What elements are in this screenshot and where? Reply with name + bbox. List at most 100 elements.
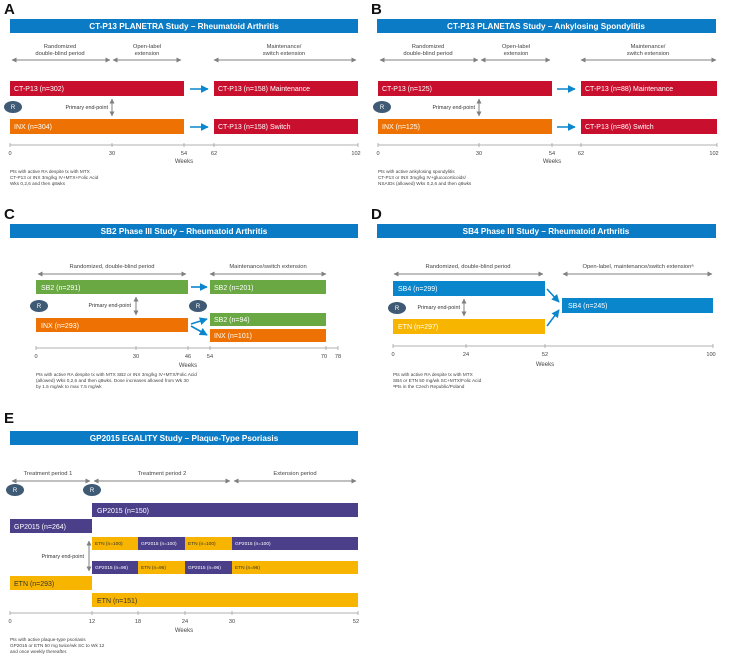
- tick-label: 12: [89, 619, 95, 625]
- treatment-bar: [92, 593, 358, 607]
- bar-label: ETN (n=151): [97, 598, 137, 605]
- marker-label: R: [196, 304, 201, 310]
- treatment-bar: [214, 119, 358, 134]
- treatment-bar: [185, 561, 232, 574]
- period-label: Treatment period 1: [24, 471, 73, 477]
- treatment-bar: [10, 576, 92, 590]
- bar-label: INX (n=101): [214, 333, 252, 340]
- title-banner: [377, 224, 716, 238]
- bar-label: ETN (n=100): [188, 541, 216, 547]
- title-banner: [10, 431, 358, 445]
- tick-label: 52: [542, 352, 548, 358]
- panel-title: CT-P13 PLANETAS Study – Ankylosing Spond…: [447, 22, 645, 31]
- bar-label: ETN (n=297): [398, 324, 438, 331]
- panel-label: C: [4, 206, 15, 223]
- tick-label: 78: [335, 354, 341, 360]
- period-label: Randomized, double-blind period: [425, 264, 510, 270]
- tick-label: 70: [321, 354, 327, 360]
- tick-label: 30: [109, 151, 115, 157]
- period-label: Randomized, double-blind period: [69, 264, 154, 270]
- treatment-bar: [210, 329, 326, 342]
- transition-arrow: [190, 325, 208, 336]
- tick-label: 0: [8, 619, 11, 625]
- tick-label: 24: [182, 619, 188, 625]
- panel-e: E GP2015 EGALITY Study – Plaque-Type Pso…: [4, 410, 359, 654]
- tick-label: 54: [549, 151, 555, 157]
- randomization-marker: [30, 300, 48, 312]
- bar-label: CT-P13 (n=125): [382, 86, 432, 93]
- marker-label: R: [13, 488, 18, 494]
- panel-label: D: [371, 206, 382, 223]
- bar-label: INX (n=293): [41, 323, 79, 330]
- bar-label: ETN (n=100): [95, 541, 123, 547]
- bar-label: CT-P13 (n=158) Maintenance: [218, 86, 310, 93]
- tick-label: 62: [578, 151, 584, 157]
- period-label: double-blind period: [35, 51, 84, 57]
- treatment-bar: [210, 313, 326, 326]
- bar-label: CT-P13 (n=158) Switch: [218, 124, 291, 131]
- period-label: extension: [135, 51, 160, 57]
- transition-arrow: [190, 317, 208, 325]
- bar-label: SB2 (n=291): [41, 285, 81, 292]
- footnote: Pts with active plaque-type psoriasis: [10, 637, 86, 642]
- treatment-bar: [562, 298, 713, 313]
- endpoint-label: Primary end-point: [432, 105, 475, 111]
- marker-label: R: [380, 105, 385, 111]
- endpoint-label: Primary end-point: [41, 554, 84, 560]
- tick-label: 54: [207, 354, 213, 360]
- panel-a: A CT-P13 PLANETRA Study – Rheumatoid Art…: [4, 1, 361, 186]
- treatment-bar: [10, 81, 184, 96]
- treatment-bar: [185, 537, 232, 550]
- footnote: Pts with active RA despite tx with MTX: [10, 169, 91, 174]
- tick-label: 30: [133, 354, 139, 360]
- treatment-bar: [36, 318, 188, 332]
- footnote: CT-P13 or INX 3mg/kg IV+glucocorticoids/: [378, 175, 467, 180]
- treatment-bar: [210, 280, 326, 294]
- period-label: Randomized: [412, 44, 445, 50]
- period-label: extension: [504, 51, 529, 57]
- tick-label: 0: [391, 352, 394, 358]
- bar-label: GP2015 (n=150): [97, 508, 149, 515]
- marker-label: R: [395, 306, 400, 312]
- footnote: (allowed) Wks 0,2,6 and then q8wks. Dose…: [36, 378, 189, 383]
- bar-label: INX (n=304): [14, 124, 52, 131]
- period-label: Open-label: [133, 44, 161, 50]
- randomization-marker: [388, 302, 406, 314]
- tick-label: 102: [709, 151, 718, 157]
- treatment-bar: [378, 119, 552, 134]
- panel-c: C SB2 Phase III Study – Rheumatoid Arthr…: [4, 206, 358, 389]
- marker-label: R: [90, 488, 95, 494]
- period-label: Maintenance/: [267, 44, 302, 50]
- panel-title: GP2015 EGALITY Study – Plaque-Type Psori…: [90, 434, 279, 443]
- period-label: switch extension: [627, 51, 670, 57]
- randomization-marker: [4, 101, 22, 113]
- randomization-marker: [83, 484, 101, 496]
- tick-label: 62: [211, 151, 217, 157]
- panel-title: SB4 Phase III Study – Rheumatoid Arthrit…: [463, 227, 630, 236]
- bar-label: GP2015 (n=100): [235, 541, 271, 547]
- footnote: Wks 0,2,6 and then q8wks: [10, 181, 66, 186]
- tick-label: 0: [8, 151, 11, 157]
- tick-label: 30: [229, 619, 235, 625]
- bar-label: CT-P13 (n=302): [14, 86, 64, 93]
- panel-label: A: [4, 1, 15, 18]
- randomization-marker: [6, 484, 24, 496]
- treatment-bar: [92, 503, 358, 517]
- title-banner: [10, 19, 358, 33]
- bar-label: ETN (n=96): [235, 565, 260, 571]
- treatment-bar: [232, 537, 358, 550]
- footnote: ᵃPts in the Czech Republic/Poland: [393, 384, 465, 389]
- tick-label: 0: [34, 354, 37, 360]
- period-label: Open-label: [502, 44, 530, 50]
- axis-label: Weeks: [536, 362, 554, 368]
- bar-label: GP2015 (n=100): [141, 541, 177, 547]
- panel-label: B: [371, 1, 382, 18]
- tick-label: 52: [353, 619, 359, 625]
- treatment-bar: [581, 81, 717, 96]
- period-label: Maintenance/: [631, 44, 666, 50]
- footnote: Pts with active ankylosing spondylitis: [378, 169, 455, 174]
- tick-label: 54: [181, 151, 187, 157]
- axis-label: Weeks: [175, 628, 193, 634]
- bar-label: INX (n=125): [382, 124, 420, 131]
